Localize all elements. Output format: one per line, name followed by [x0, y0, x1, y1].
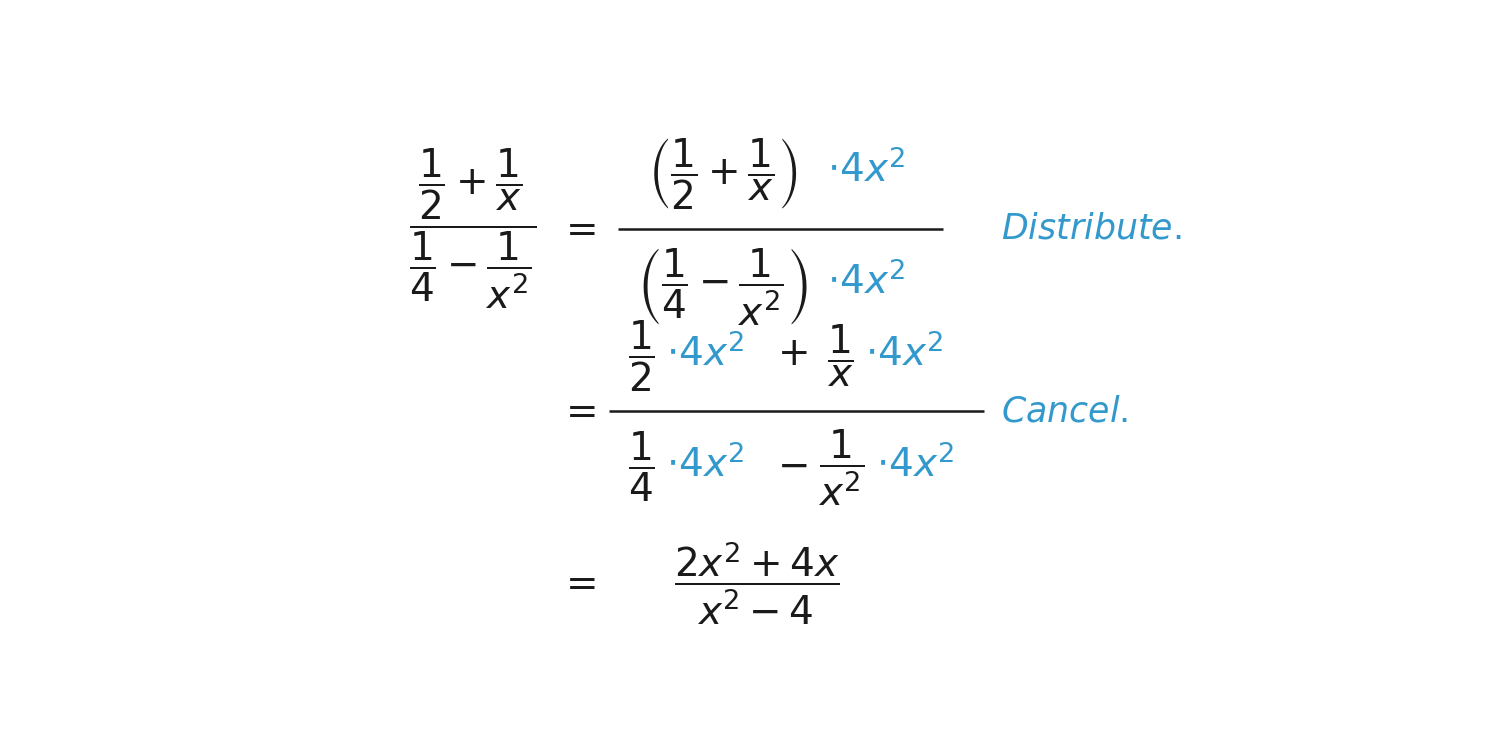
- Text: $\cdot 4x^2$: $\cdot 4x^2$: [827, 150, 906, 190]
- Text: $\dfrac{\dfrac{1}{2}+\dfrac{1}{x}}{\dfrac{1}{4}-\dfrac{1}{x^2}}$: $\dfrac{\dfrac{1}{2}+\dfrac{1}{x}}{\dfra…: [408, 147, 536, 311]
- Text: $\dfrac{1}{x}$: $\dfrac{1}{x}$: [828, 323, 854, 389]
- Text: $-$: $-$: [777, 446, 807, 484]
- Text: $+$: $+$: [777, 336, 807, 373]
- Text: $\cdot 4x^2$: $\cdot 4x^2$: [876, 445, 954, 485]
- Text: $\cdot 4x^2$: $\cdot 4x^2$: [865, 334, 944, 374]
- Text: $\dfrac{1}{2}$: $\dfrac{1}{2}$: [627, 318, 654, 394]
- Text: $\dfrac{1}{x^2}$: $\dfrac{1}{x^2}$: [818, 427, 864, 508]
- Text: $\mathit{Distribute.}$: $\mathit{Distribute.}$: [1002, 212, 1182, 246]
- Text: $\dfrac{1}{4}$: $\dfrac{1}{4}$: [627, 430, 654, 504]
- Text: $=$: $=$: [558, 210, 596, 248]
- Text: $\mathit{Cancel.}$: $\mathit{Cancel.}$: [1002, 394, 1128, 428]
- Text: $\left(\dfrac{1}{2}+\dfrac{1}{x}\right)$: $\left(\dfrac{1}{2}+\dfrac{1}{x}\right)$: [648, 137, 796, 212]
- Text: $\cdot 4x^2$: $\cdot 4x^2$: [666, 334, 746, 374]
- Text: $=$: $=$: [558, 564, 596, 602]
- Text: $\left(\dfrac{1}{4}-\dfrac{1}{x^2}\right)$: $\left(\dfrac{1}{4}-\dfrac{1}{x^2}\right…: [638, 246, 807, 327]
- Text: $=$: $=$: [558, 392, 596, 430]
- Text: $\cdot 4x^2$: $\cdot 4x^2$: [827, 262, 906, 302]
- Text: $\cdot 4x^2$: $\cdot 4x^2$: [666, 445, 746, 485]
- Text: $\dfrac{2x^2+4x}{x^2-4}$: $\dfrac{2x^2+4x}{x^2-4}$: [675, 539, 840, 626]
